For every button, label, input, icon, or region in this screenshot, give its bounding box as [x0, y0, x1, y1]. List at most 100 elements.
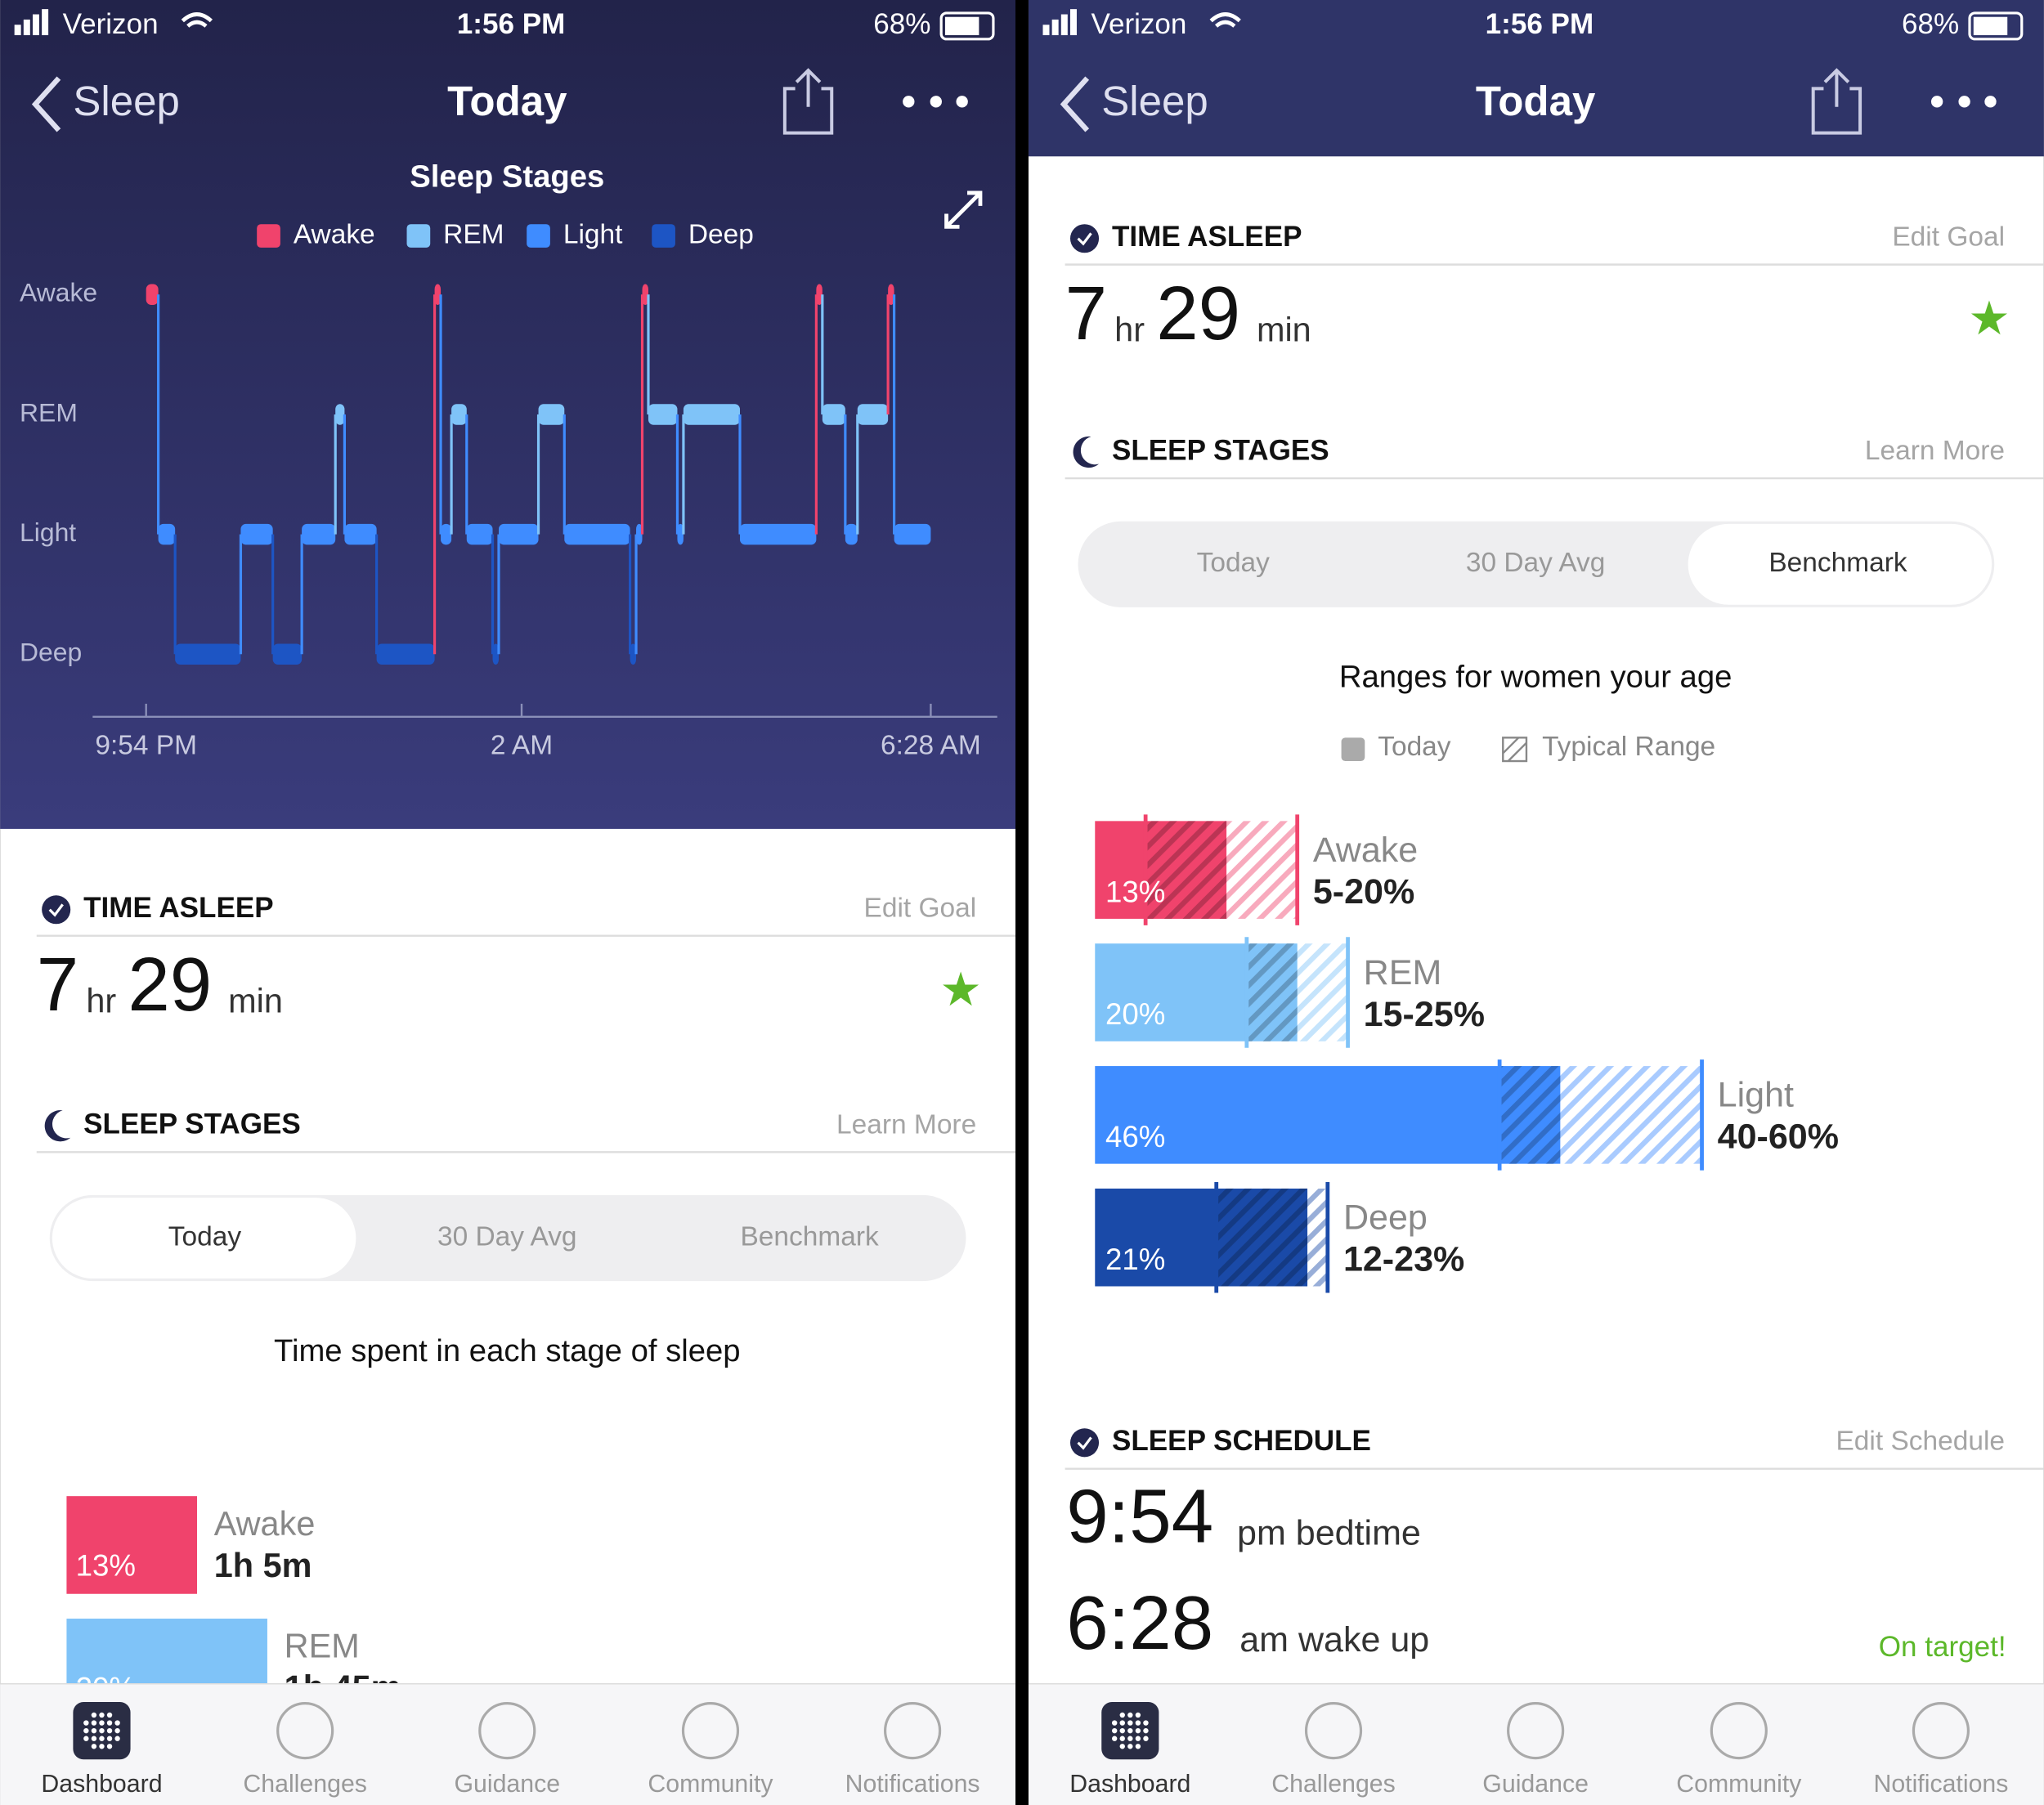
stage-segment: [564, 523, 630, 545]
clock: 1:56 PM: [457, 8, 566, 40]
tab-icon-dot: [99, 1736, 105, 1741]
tab-label[interactable]: Dashboard: [41, 1771, 162, 1798]
tab-icon-dot: [114, 1736, 120, 1741]
nav-title: Today: [447, 78, 567, 124]
y-axis-label: REM: [20, 397, 78, 427]
stage-name: REM: [1364, 953, 1442, 992]
tab-icon: [276, 1702, 334, 1760]
section-action[interactable]: Edit Schedule: [1836, 1427, 2005, 1457]
signal-bar: [23, 19, 30, 36]
unit: min: [1257, 310, 1311, 348]
more-dot[interactable]: [930, 96, 942, 108]
more-dot[interactable]: [956, 96, 968, 108]
range-label: 15-25%: [1364, 995, 1485, 1034]
expand-icon[interactable]: [944, 190, 983, 229]
signal-bar: [14, 25, 21, 36]
segment-tab[interactable]: Today: [168, 1221, 242, 1252]
more-dot[interactable]: [1958, 96, 1970, 108]
unit: hr: [1114, 310, 1145, 348]
more-dot[interactable]: [1930, 96, 1943, 108]
header-bg: [1028, 0, 2044, 157]
range-overlap: [1216, 1188, 1308, 1287]
clock-icon: [1069, 224, 1100, 253]
tab-label[interactable]: Community: [648, 1771, 773, 1798]
section-action[interactable]: Edit Goal: [1892, 222, 2005, 253]
stage-segment: [822, 404, 845, 425]
segment-tab[interactable]: 30 Day Avg: [437, 1221, 577, 1252]
tab-icon-dot: [114, 1720, 120, 1726]
stage-bar: [66, 1496, 198, 1594]
section-heading: SLEEP SCHEDULE: [1112, 1425, 1371, 1457]
hours: 7: [37, 942, 78, 1027]
tab-icon-dot: [1127, 1727, 1133, 1734]
tab-icon-dot: [1135, 1712, 1141, 1718]
section-heading: SLEEP STAGES: [1112, 434, 1329, 466]
clock-hand: [1077, 1436, 1092, 1450]
section-action[interactable]: Learn More: [836, 1109, 976, 1140]
section-action[interactable]: Edit Goal: [864, 894, 977, 924]
tab-icon: [681, 1702, 740, 1760]
back-button[interactable]: Sleep: [1101, 78, 1208, 124]
legend-label: Awake: [294, 219, 375, 249]
tab-icon-dot: [91, 1727, 97, 1734]
share-icon[interactable]: [782, 68, 834, 135]
back-chevron[interactable]: [1060, 76, 1090, 132]
segment-tab[interactable]: Today: [1197, 548, 1271, 578]
range-label: 40-60%: [1718, 1117, 1839, 1157]
tab-label[interactable]: Dashboard: [1069, 1771, 1190, 1798]
stage-segment: [376, 643, 435, 665]
hours: 7: [1065, 271, 1107, 356]
stage-segment: [492, 643, 499, 665]
legend-swatch: [652, 224, 675, 248]
tab-icon-dot: [106, 1727, 113, 1734]
y-axis-label: Deep: [20, 638, 82, 667]
tab-icon: [1304, 1702, 1363, 1760]
tab-icon-dot: [99, 1712, 105, 1718]
stage-segment: [630, 643, 637, 665]
section-action[interactable]: Learn More: [1865, 436, 2005, 466]
tab-icon-dot: [1127, 1736, 1133, 1741]
bedtime: 9:54: [1066, 1473, 1213, 1558]
tab-icon-dot: [1119, 1720, 1125, 1726]
segment-tab[interactable]: Benchmark: [741, 1221, 880, 1252]
tab-icon: [478, 1702, 536, 1760]
tab-icon-dot: [106, 1712, 113, 1718]
stage-segment: [845, 523, 858, 545]
tab-icon-dot: [1119, 1712, 1125, 1718]
tab-icon-dot: [1119, 1727, 1125, 1734]
signal-bar: [1051, 19, 1059, 36]
minutes: 29: [1156, 271, 1240, 356]
segment-tab[interactable]: Benchmark: [1768, 548, 1907, 578]
tab-label[interactable]: Notifications: [1873, 1771, 2008, 1798]
segment-tab[interactable]: 30 Day Avg: [1466, 548, 1606, 578]
percent-label: 20%: [1105, 997, 1165, 1031]
clock-icon: [42, 895, 71, 925]
tab-label[interactable]: Notifications: [845, 1771, 980, 1798]
more-dot[interactable]: [1984, 96, 1997, 108]
stage-segment: [302, 523, 336, 545]
percent-label: 21%: [1105, 1243, 1165, 1276]
back-button[interactable]: Sleep: [73, 78, 179, 124]
stage-segment: [434, 284, 442, 306]
section-heading: TIME ASLEEP: [1112, 221, 1302, 253]
legend-range-hatch: [1502, 737, 1527, 762]
minutes: 29: [128, 942, 212, 1027]
tab-icon-dot: [99, 1727, 105, 1734]
tab-icon-dot: [91, 1712, 97, 1718]
tab-label[interactable]: Guidance: [1482, 1771, 1589, 1798]
tab-label[interactable]: Challenges: [243, 1771, 367, 1798]
range-overlap: [1499, 1066, 1561, 1164]
stage-segment: [344, 523, 377, 545]
more-dot[interactable]: [903, 96, 915, 108]
stage-segment: [158, 523, 176, 545]
stage-segment: [240, 523, 273, 545]
tab-label[interactable]: Guidance: [454, 1771, 560, 1798]
legend-swatch: [527, 224, 550, 248]
share-icon[interactable]: [1811, 68, 1862, 135]
tab-label[interactable]: Community: [1676, 1771, 1802, 1798]
clock-hand: [48, 903, 64, 917]
back-chevron[interactable]: [31, 76, 61, 132]
tab-label[interactable]: Challenges: [1271, 1771, 1396, 1798]
unit: min: [228, 982, 283, 1020]
stage-segment: [740, 523, 817, 545]
